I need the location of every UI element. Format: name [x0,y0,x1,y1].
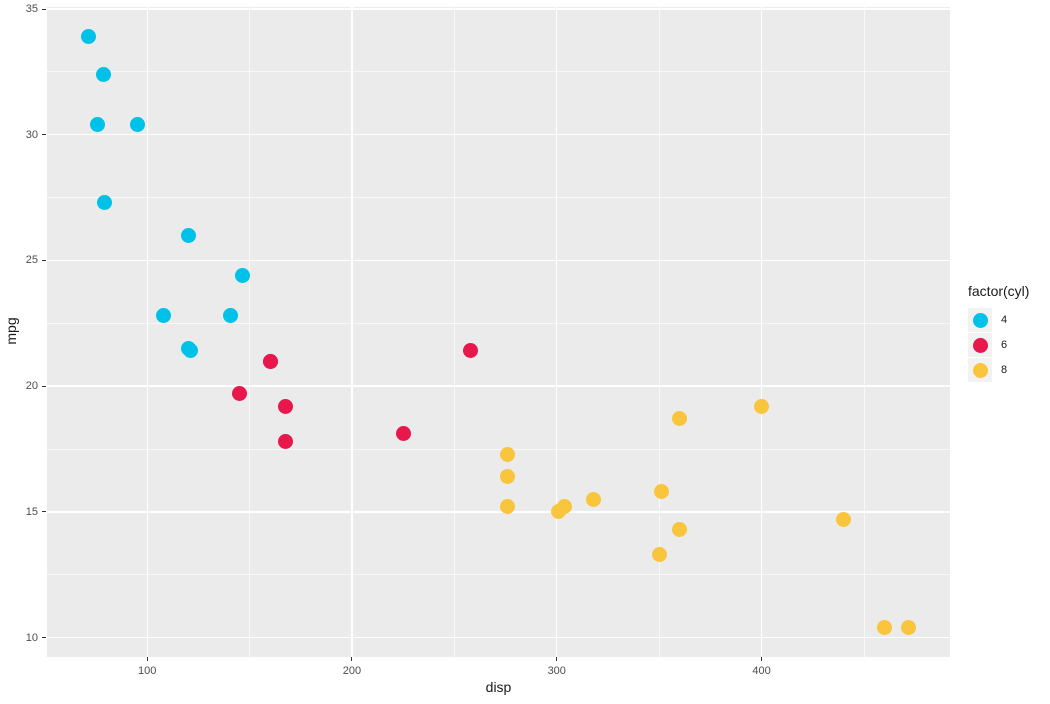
data-point-cyl-6 [278,398,294,414]
data-point-cyl-8 [499,499,515,515]
major-gridline-x [556,7,558,657]
data-point-cyl-8 [653,484,669,500]
legend-key-4 [968,308,992,332]
y-tick-mark [42,511,46,513]
x-tick-label: 400 [752,665,771,677]
data-point-cyl-8 [499,446,515,462]
y-tick-label: 25 [25,254,38,267]
legend-entry-6: 6 [968,333,1050,357]
y-tick-mark [42,8,46,10]
legend-entry-4: 4 [968,308,1050,332]
x-tick-mark [351,657,353,661]
legend-point-icon [972,312,988,328]
major-gridline-x [146,7,148,657]
data-point-cyl-8 [551,504,567,520]
data-point-cyl-6 [231,386,247,402]
minor-gridline-x [249,7,250,657]
x-tick-label: 300 [547,665,566,677]
major-gridline-y [47,259,950,262]
data-point-cyl-8 [499,469,515,485]
x-tick-mark [146,657,148,661]
legend-label-6: 6 [1001,339,1008,351]
data-point-cyl-8 [901,620,917,636]
data-point-cyl-6 [278,434,294,449]
legend: factor(cyl) 4 6 8 [968,283,1050,383]
minor-gridline-x [658,7,660,657]
x-tick-label: 100 [138,665,157,677]
y-tick-label: 15 [25,505,38,518]
data-point-cyl-8 [754,398,770,414]
minor-gridline-x [453,7,455,657]
data-point-cyl-4 [182,343,198,359]
legend-point-icon [972,337,988,353]
legend-key-8 [968,358,992,382]
x-tick-mark [761,657,763,661]
minor-gridline-y [47,574,950,576]
y-axis-title: mpg [3,317,19,345]
y-tick-mark [42,259,46,261]
legend-point-icon [972,362,988,378]
data-point-cyl-4 [96,66,112,82]
y-tick-label: 30 [25,128,38,141]
major-gridline-x [760,7,763,657]
y-tick-label: 10 [25,631,38,644]
plot-panel [47,7,950,657]
minor-gridline-y [47,448,950,450]
data-point-cyl-4 [235,268,251,284]
y-tick-mark [42,134,46,136]
data-point-cyl-8 [876,620,892,636]
major-gridline-y [47,134,950,136]
data-point-cyl-8 [835,511,851,527]
major-gridline-y [47,385,950,387]
y-tick-mark [42,385,46,387]
legend-label-4: 4 [1001,314,1008,326]
data-point-cyl-8 [672,411,688,427]
major-gridline-y [47,8,950,10]
major-gridline-y [47,511,950,513]
y-tick-label: 35 [25,3,38,15]
x-axis-title: disp [485,679,512,695]
data-point-cyl-6 [262,353,278,369]
data-point-cyl-4 [181,227,197,243]
minor-gridline-y [47,322,950,324]
legend-label-8: 8 [1001,364,1008,376]
data-point-cyl-4 [80,29,96,45]
minor-gridline-y [47,197,950,198]
legend-title: factor(cyl) [968,283,1030,299]
x-tick-mark [556,657,558,661]
data-point-cyl-4 [129,117,145,133]
data-point-cyl-4 [223,308,239,324]
x-tick-label: 200 [342,665,362,677]
data-point-cyl-8 [672,522,688,537]
major-gridline-y [47,636,950,639]
legend-key-6 [968,333,992,357]
data-point-cyl-6 [463,343,479,359]
data-point-cyl-8 [586,491,602,507]
data-point-cyl-4 [156,308,172,324]
y-tick-mark [42,637,46,639]
data-point-cyl-4 [89,117,105,133]
legend-entry-8: 8 [968,358,1050,382]
minor-gridline-x [863,7,865,657]
data-point-cyl-6 [395,426,411,442]
y-tick-label: 20 [25,380,38,393]
minor-gridline-y [47,71,950,73]
major-gridline-x [351,7,353,657]
data-point-cyl-4 [96,195,112,211]
data-point-cyl-8 [651,547,667,563]
